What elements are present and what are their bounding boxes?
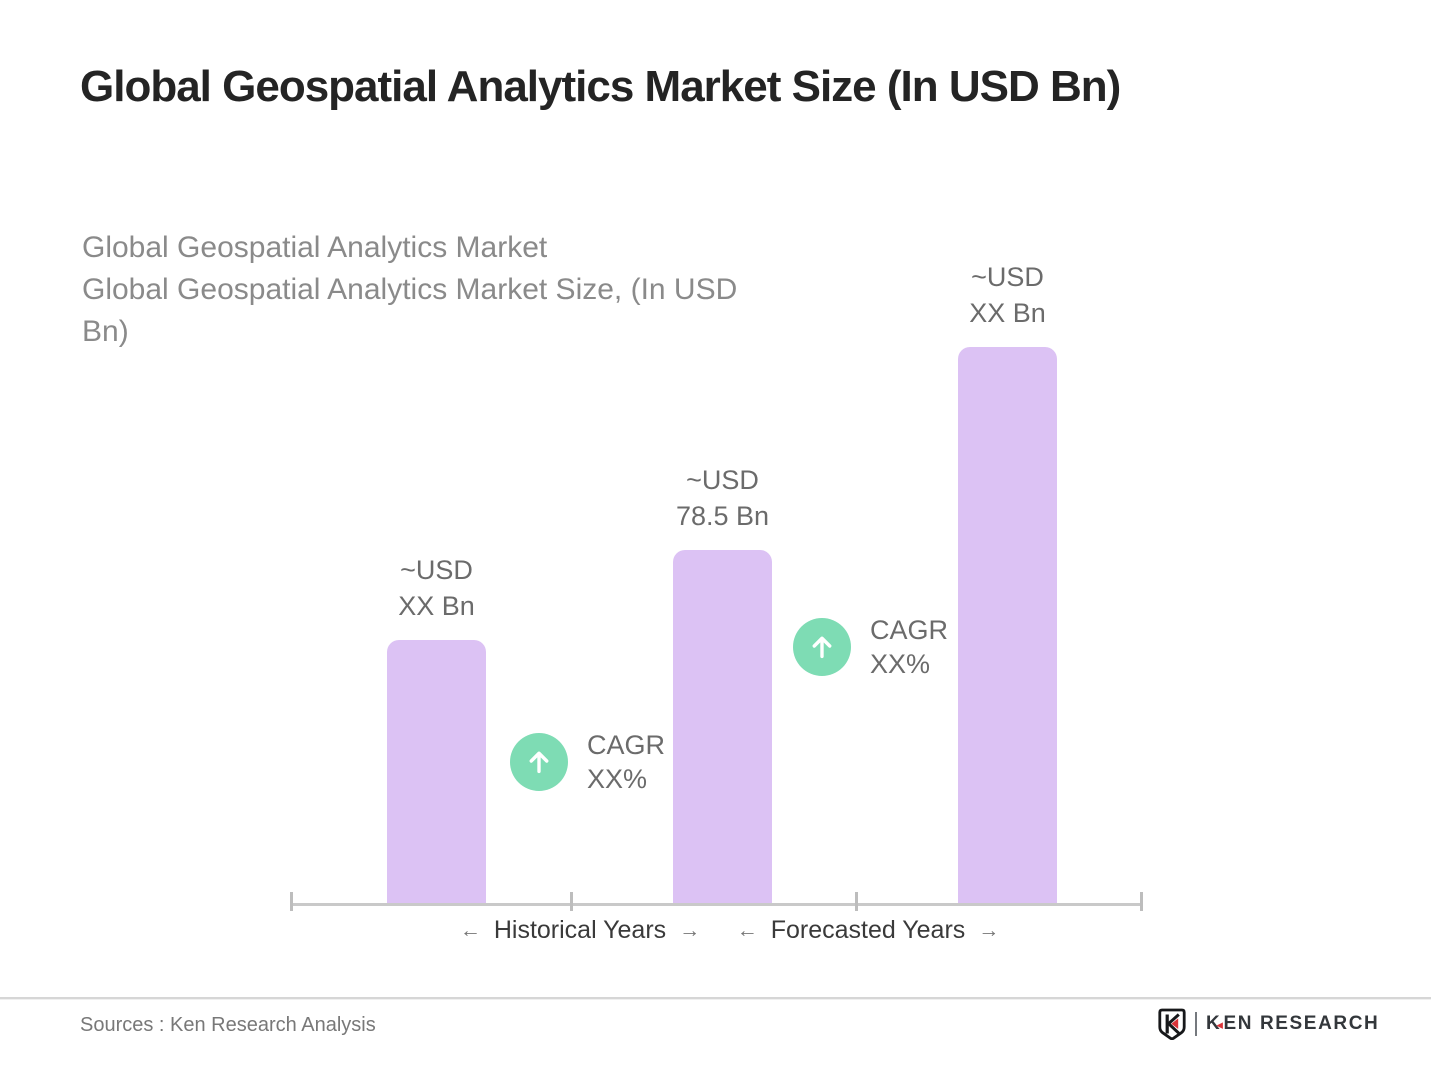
- bar-value-label: ~USD 78.5 Bn: [676, 462, 769, 534]
- x-axis-line: [290, 903, 1140, 906]
- bar-historical-end: [673, 550, 772, 906]
- cagr-label-line: CAGR: [587, 730, 666, 760]
- bar-forecast-end: [958, 347, 1057, 906]
- axis-tick: [1140, 892, 1143, 911]
- bar-value-line: ~USD: [400, 555, 473, 585]
- axis-tick: [290, 892, 293, 911]
- chart-subtitle-line: Bn): [82, 315, 129, 348]
- right-arrow-icon: →: [679, 919, 701, 942]
- up-arrow-icon: [812, 636, 832, 659]
- cagr-label-line: CAGR: [870, 615, 949, 645]
- chart-subtitle-line: Global Geospatial Analytics Market Size,…: [82, 273, 738, 306]
- cagr-badge: CAGR XX%: [510, 728, 665, 796]
- cagr-circle: [793, 618, 851, 676]
- bar-value-line: XX Bn: [969, 298, 1046, 328]
- cagr-label: CAGR XX%: [587, 728, 665, 796]
- footer-divider: [0, 997, 1431, 999]
- axis-section-label-forecasted: ← Forecasted Years →: [737, 916, 1000, 945]
- logo-divider: [1195, 1012, 1197, 1036]
- up-arrow-icon: [529, 751, 549, 774]
- bar-value-line: ~USD: [971, 262, 1044, 292]
- cagr-label: CAGR XX%: [870, 613, 948, 681]
- cagr-label-line: XX%: [587, 764, 648, 794]
- left-arrow-icon: ←: [459, 919, 481, 942]
- cagr-label-line: XX%: [870, 649, 931, 679]
- bar-value-label: ~USD XX Bn: [969, 259, 1046, 331]
- bar-value-label: ~USD XX Bn: [398, 552, 475, 624]
- axis-section-label-historical: ← Historical Years →: [460, 916, 700, 945]
- left-arrow-icon: ←: [736, 919, 758, 942]
- ken-research-shield-icon: [1158, 1008, 1186, 1040]
- brand-wordmark: K ◂ EN RESEARCH: [1206, 1013, 1379, 1035]
- bar-value-line: ~USD: [686, 465, 759, 495]
- bar-value-line: 78.5 Bn: [675, 501, 770, 531]
- page-title: Global Geospatial Analytics Market Size …: [80, 62, 1121, 111]
- cagr-circle: [510, 733, 568, 791]
- bar-historical-start: [387, 640, 486, 906]
- ken-research-logo: K ◂ EN RESEARCH: [1158, 1008, 1379, 1040]
- brand-wedge-icon: ◂: [1216, 1016, 1225, 1032]
- chart-subtitle: Global Geospatial Analytics Market Globa…: [82, 227, 737, 353]
- axis-tick: [570, 892, 573, 911]
- right-arrow-icon: →: [978, 919, 1000, 942]
- chart-subtitle-line: Global Geospatial Analytics Market: [82, 231, 548, 264]
- bar-value-line: XX Bn: [398, 591, 475, 621]
- sources-text: Sources : Ken Research Analysis: [80, 1014, 376, 1036]
- axis-tick: [855, 892, 858, 911]
- axis-section-text: Forecasted Years: [770, 916, 966, 944]
- axis-section-text: Historical Years: [493, 916, 667, 944]
- brand-rest: EN RESEARCH: [1223, 1013, 1380, 1034]
- brand-k: K: [1206, 1013, 1222, 1034]
- cagr-badge: CAGR XX%: [793, 613, 948, 681]
